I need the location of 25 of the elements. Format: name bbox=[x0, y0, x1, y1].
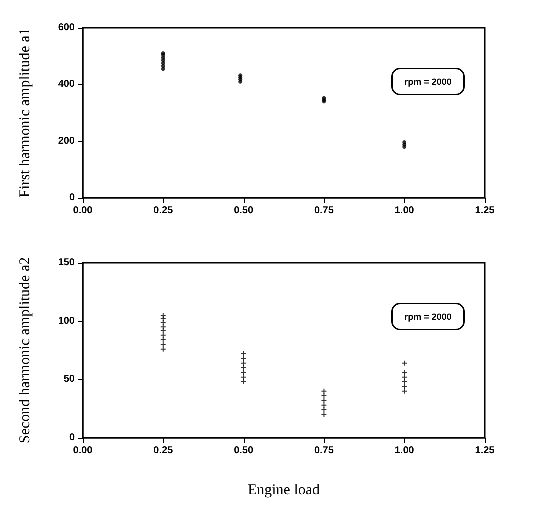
x-tick-label: 1.25 bbox=[475, 446, 496, 456]
x-tick-label: 0.50 bbox=[234, 446, 254, 456]
y-tick-label: 200 bbox=[58, 136, 76, 147]
y-tick-label: 150 bbox=[58, 258, 76, 268]
y-tick-label: 50 bbox=[64, 374, 76, 386]
x-tick-label: 0.25 bbox=[154, 446, 174, 456]
y-tick-label: 0 bbox=[69, 192, 76, 204]
x-tick-label: 1.00 bbox=[394, 206, 415, 216]
x-tick-label: 0.25 bbox=[154, 206, 174, 216]
x-tick-label: 1.25 bbox=[475, 206, 496, 216]
y-tick-label: 100 bbox=[58, 316, 76, 327]
y-tick-label: 400 bbox=[58, 79, 76, 90]
x-tick-label: 1.00 bbox=[394, 446, 415, 456]
y-tick-label: 600 bbox=[58, 22, 76, 34]
annotation: rpm = 2000 bbox=[404, 312, 452, 322]
x-tick-label: 0.00 bbox=[73, 206, 94, 216]
x-axis-title: Engine load bbox=[248, 482, 321, 498]
y-tick-label: 0 bbox=[69, 432, 76, 444]
x-tick-label: 0.00 bbox=[73, 446, 94, 456]
annotation: rpm = 2000 bbox=[404, 76, 452, 87]
x-tick-label: 0.50 bbox=[234, 206, 254, 216]
x-tick-label: 0.75 bbox=[314, 206, 334, 216]
y-axis-title: Second harmonic amplitude a2 bbox=[18, 257, 34, 444]
x-tick-label: 0.75 bbox=[314, 446, 334, 456]
y-axis-title: First harmonic amplitude a1 bbox=[18, 28, 34, 198]
